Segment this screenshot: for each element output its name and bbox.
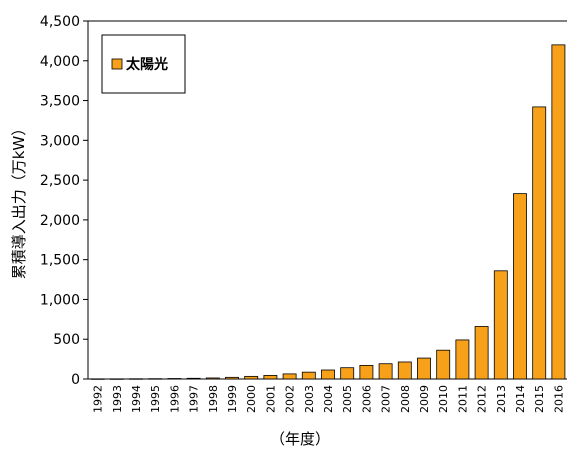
x-tick-label: 1997 <box>188 385 201 413</box>
x-tick-label: 2006 <box>360 385 373 413</box>
x-tick-label: 1998 <box>207 385 220 413</box>
x-tick-label: 2007 <box>380 385 393 413</box>
x-tick-label: 1993 <box>111 385 124 413</box>
x-axis-title: （年度） <box>270 430 330 448</box>
x-tick-label: 2013 <box>495 385 508 413</box>
bar-1997 <box>186 377 201 380</box>
bar-2005 <box>340 367 355 380</box>
bar-2013 <box>493 270 508 380</box>
y-tick-label: 1,500 <box>40 253 80 269</box>
bar-1998 <box>205 377 220 380</box>
x-axis: 1992 1993 1994 1995 1996 1997 1998 1999 2000 2001… <box>92 385 566 413</box>
y-tick-label: 4,000 <box>40 54 80 70</box>
x-tick-label: 2002 <box>284 385 297 413</box>
bar-2003 <box>301 371 316 380</box>
y-tick-label: 3,000 <box>40 133 80 149</box>
bar-2014 <box>513 193 527 380</box>
x-tick-label: 2016 <box>552 385 565 413</box>
bar-1995 <box>148 378 163 380</box>
legend: 太陽光 <box>101 34 186 94</box>
y-tick-label: 2,000 <box>40 213 80 229</box>
x-tick-label: 2009 <box>418 385 431 413</box>
x-tick-label: 1996 <box>168 385 181 413</box>
x-tick-label: 2011 <box>456 385 469 413</box>
legend-label: 太陽光 <box>126 56 168 73</box>
x-tick-label: 1994 <box>130 385 143 413</box>
bar-2006 <box>359 364 374 380</box>
bar-2010 <box>436 349 451 380</box>
bar-2000 <box>244 375 259 380</box>
x-tick-label: 1992 <box>92 385 105 413</box>
x-tick-label: 2004 <box>322 385 335 413</box>
x-tick-label: 2012 <box>476 385 489 413</box>
bar-1996 <box>167 378 182 380</box>
y-axis-title: 累積導入出力（万kW） <box>10 121 28 280</box>
bars <box>90 44 566 380</box>
x-tick-label: 2005 <box>341 385 354 413</box>
x-tick-label: 2014 <box>514 385 527 413</box>
x-tick-label: 1995 <box>149 385 162 413</box>
bar-1993 <box>109 378 124 380</box>
y-tick-label: 4,500 <box>40 14 80 30</box>
x-tick-label: 2008 <box>399 385 412 413</box>
x-tick-label: 2015 <box>533 385 546 413</box>
y-tick-label: 3,500 <box>40 94 80 110</box>
y-tick-label: 2,500 <box>40 173 80 189</box>
x-tick-label: 2000 <box>245 385 258 413</box>
bar-2008 <box>397 361 412 380</box>
bar-2009 <box>417 357 431 380</box>
legend-swatch <box>111 58 123 70</box>
bar-1992 <box>90 378 105 380</box>
y-tick-label: 0 <box>71 372 80 388</box>
bar-1994 <box>129 378 143 380</box>
bar-2001 <box>263 375 278 380</box>
bar-2004 <box>321 369 335 380</box>
x-tick-label: 2010 <box>437 385 450 413</box>
bar-2012 <box>474 326 489 380</box>
bar-2007 <box>378 363 393 380</box>
y-axis: 0 500 1,000 1,500 2,000 2,500 3,000 3,500 4,000 4… <box>40 14 88 388</box>
bar-1999 <box>225 376 239 380</box>
x-tick-label: 1999 <box>226 385 239 413</box>
y-tick-label: 500 <box>53 332 80 348</box>
bar-2011 <box>455 339 470 380</box>
bar-2002 <box>282 373 297 380</box>
y-tick-label: 1,000 <box>40 292 80 308</box>
x-tick-label: 2003 <box>303 385 316 413</box>
bar-2015 <box>532 106 547 380</box>
x-tick-label: 2001 <box>264 385 277 413</box>
bar-2016 <box>551 44 566 380</box>
